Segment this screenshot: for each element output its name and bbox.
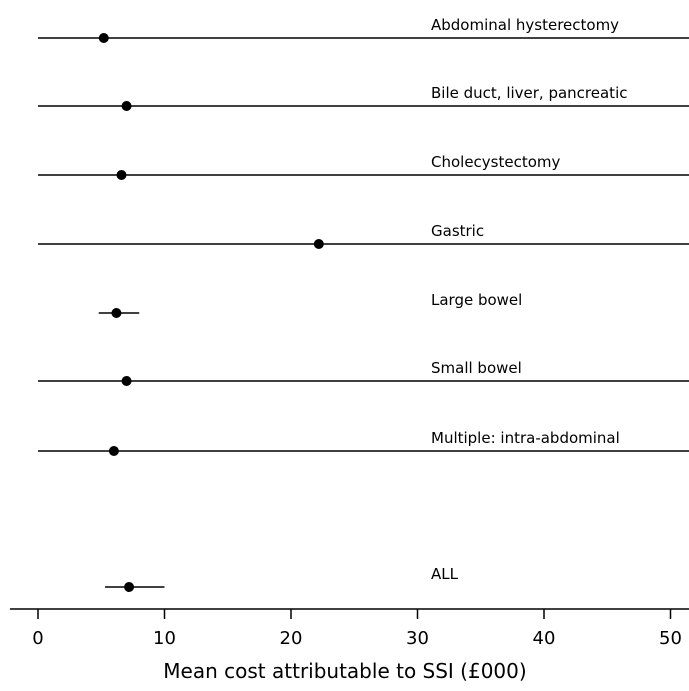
point-estimate [313, 239, 324, 249]
point-estimate [124, 582, 135, 592]
x-tick-label: 20 [280, 628, 303, 649]
point-estimate [98, 33, 109, 43]
forest-row: Large bowel [98, 291, 522, 318]
forest-row: ALL [105, 565, 459, 592]
row-label: ALL [431, 565, 459, 583]
row-label: Cholecystectomy [431, 153, 561, 171]
row-label: Large bowel [431, 291, 522, 309]
point-estimate [108, 446, 119, 456]
rows-layer: Abdominal hysterectomy Bile duct, liver, … [38, 16, 689, 592]
x-axis-title: Mean cost attributable to SSI (£000) [163, 659, 526, 683]
forest-row: Bile duct, liver, pancreatic [38, 84, 689, 111]
x-tick-label: 0 [32, 628, 43, 649]
row-label: Gastric [431, 222, 484, 240]
x-tick-label: 30 [406, 628, 429, 649]
x-axis: 0 10 20 30 40 50 [10, 608, 689, 649]
forest-row: Gastric [38, 222, 689, 249]
forest-row: Cholecystectomy [38, 153, 689, 180]
point-estimate [121, 101, 132, 111]
point-estimate [116, 170, 127, 180]
x-tick-label: 10 [153, 628, 176, 649]
row-label: Bile duct, liver, pancreatic [431, 84, 627, 102]
forest-row: Abdominal hysterectomy [38, 16, 689, 43]
row-label: Abdominal hysterectomy [431, 16, 619, 34]
point-estimate [121, 376, 132, 386]
row-label: Small bowel [431, 359, 522, 377]
forest-row: Small bowel [38, 359, 689, 386]
x-tick-label: 50 [659, 628, 682, 649]
forest-row: Multiple: intra-abdominal [38, 429, 689, 456]
point-estimate [111, 308, 122, 318]
row-label: Multiple: intra-abdominal [431, 429, 620, 447]
x-tick-label: 40 [533, 628, 556, 649]
